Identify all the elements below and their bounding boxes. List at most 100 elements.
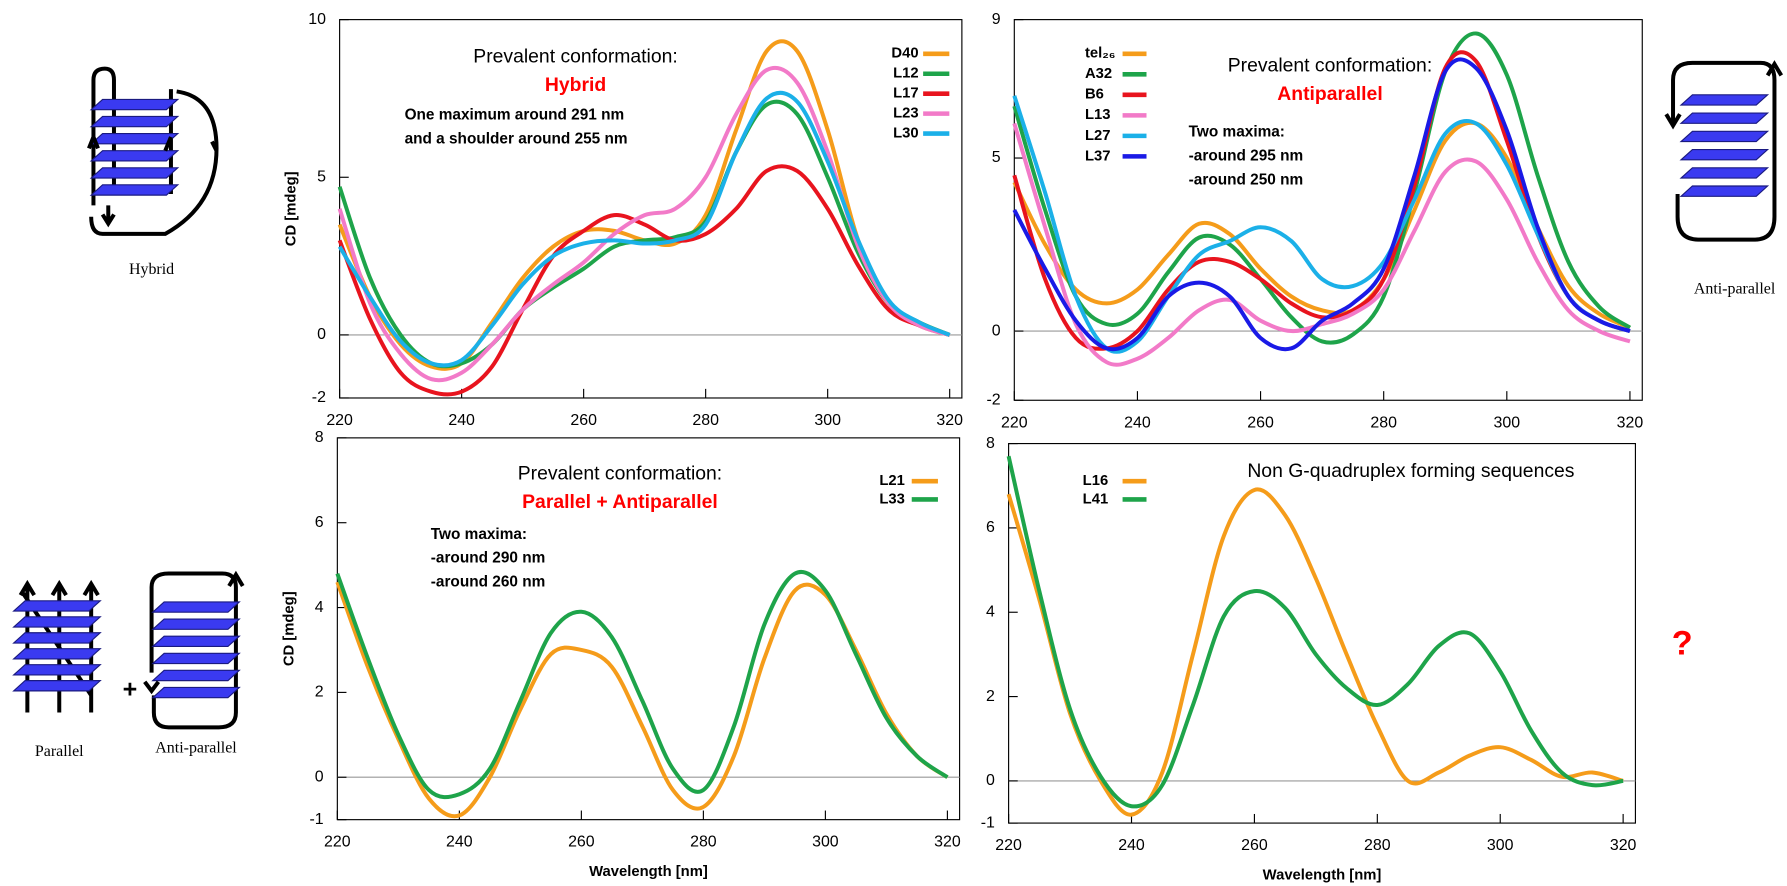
data-line (1012, 31, 1632, 345)
y-tick-label: -1 (981, 814, 995, 831)
x-tick-label: 240 (1124, 414, 1151, 431)
diagram-label: Hybrid (129, 261, 174, 278)
x-tick-label: 240 (446, 834, 473, 851)
annotation: Parallel + Antiparallel (522, 491, 718, 513)
x-tick-label: 220 (324, 834, 351, 851)
data-line (337, 90, 951, 368)
annotation: -around 290 nm (431, 550, 545, 567)
x-axis-label: Wavelength [nm] (589, 864, 708, 880)
legend-label: L16 (1083, 473, 1109, 489)
y-tick-label: 0 (992, 322, 1001, 339)
diagram-label: Anti-parallel (155, 740, 237, 757)
antiparallel-diagram: Anti-parallel (1664, 60, 1784, 297)
y-tick-label: 0 (317, 326, 326, 343)
y-tick-label: 5 (992, 149, 1001, 166)
annotation: Hybrid (545, 74, 606, 96)
x-tick-label: 260 (570, 412, 597, 429)
x-tick-label: 240 (448, 412, 475, 429)
plot-frame (339, 19, 963, 399)
annotation: Non G-quadruplex forming sequences (1247, 460, 1574, 482)
y-tick-label: 6 (986, 519, 995, 536)
annotation: Prevalent conformation: (473, 45, 677, 67)
plot-frame (1008, 443, 1636, 824)
antiparallel-diagram: Anti-parallel (143, 570, 245, 757)
x-tick-label: 280 (1370, 414, 1397, 431)
legend-label: L17 (893, 86, 919, 102)
y-tick-label: -1 (309, 811, 323, 828)
x-tick-label: 240 (1118, 837, 1145, 854)
x-tick-label: 220 (1001, 414, 1028, 431)
data-line (337, 39, 951, 371)
data-line (335, 570, 949, 800)
annotation: Prevalent conformation: (518, 462, 722, 484)
y-axis-label: CD [mdeg] (281, 591, 297, 666)
x-tick-label: 320 (1617, 414, 1644, 431)
data-line (1006, 455, 1624, 809)
y-tick-label: 6 (315, 514, 324, 531)
x-tick-label: 260 (568, 834, 595, 851)
x-tick-label: 300 (1487, 837, 1514, 854)
annotation: Antiparallel (1277, 83, 1382, 105)
annotation: Two maxima: (1189, 124, 1285, 141)
x-tick-label: 320 (1610, 837, 1637, 854)
hybrid-diagram: Hybrid (87, 66, 219, 278)
x-tick-label: 300 (812, 834, 839, 851)
y-tick-label: 2 (315, 684, 324, 701)
annotation: -around 250 nm (1189, 171, 1303, 188)
annotation: -around 260 nm (431, 574, 545, 591)
y-tick-label: 5 (317, 168, 326, 185)
legend-label: D40 (891, 46, 918, 62)
diagram-label: Anti-parallel (1694, 280, 1776, 297)
x-axis-label: Wavelength [nm] (1263, 867, 1382, 883)
y-tick-label: 10 (308, 11, 326, 28)
y-tick-label: 4 (986, 603, 995, 620)
parallel-diagram: Parallel (13, 579, 101, 760)
data-line (1006, 487, 1624, 817)
x-tick-label: 220 (995, 837, 1022, 854)
data-line (337, 164, 951, 397)
x-tick-label: 320 (936, 412, 963, 429)
x-tick-label: 260 (1247, 414, 1274, 431)
y-tick-label: 8 (986, 435, 995, 452)
legend-label: L41 (1083, 491, 1109, 507)
legend-label: L23 (893, 106, 919, 122)
y-tick-label: 8 (315, 429, 324, 446)
legend-label: tel₂₆ (1085, 46, 1116, 62)
x-tick-label: 320 (934, 834, 961, 851)
y-tick-label: -2 (986, 391, 1000, 408)
x-tick-label: 280 (1364, 837, 1391, 854)
x-tick-label: 220 (326, 412, 353, 429)
x-tick-label: 260 (1241, 837, 1268, 854)
annotation: Prevalent conformation: (1228, 54, 1432, 76)
y-axis-label: CD [mdeg] (284, 171, 300, 246)
annotation: One maximum around 291 nm (405, 106, 625, 123)
unknown-mark: ? (1672, 624, 1693, 662)
y-tick-label: 2 (986, 688, 995, 705)
annotation: and a shoulder around 255 nm (405, 130, 628, 147)
legend-label: B6 (1085, 87, 1104, 103)
legend-label: L37 (1085, 148, 1111, 164)
y-tick-label: 4 (315, 599, 324, 616)
legend-label: L27 (1085, 128, 1111, 144)
y-tick-label: 0 (315, 768, 324, 785)
x-tick-label: 280 (690, 834, 717, 851)
data-line (1012, 57, 1631, 352)
x-tick-label: 280 (692, 412, 719, 429)
legend-label: L13 (1085, 107, 1111, 123)
legend-label: L30 (893, 125, 919, 141)
x-tick-label: 300 (814, 412, 841, 429)
diagram-label: Parallel (35, 743, 84, 760)
legend-label: L12 (893, 66, 919, 82)
legend-label: A32 (1085, 66, 1112, 82)
y-tick-label: 9 (992, 11, 1001, 28)
plus-sign: + (123, 676, 138, 704)
annotation: Two maxima: (431, 526, 527, 543)
y-tick-label: 0 (986, 772, 995, 789)
legend-label: L33 (879, 491, 905, 507)
annotation: -around 295 nm (1189, 147, 1303, 164)
legend-label: L21 (879, 473, 905, 489)
y-tick-label: -2 (312, 389, 326, 406)
x-tick-label: 300 (1494, 414, 1521, 431)
